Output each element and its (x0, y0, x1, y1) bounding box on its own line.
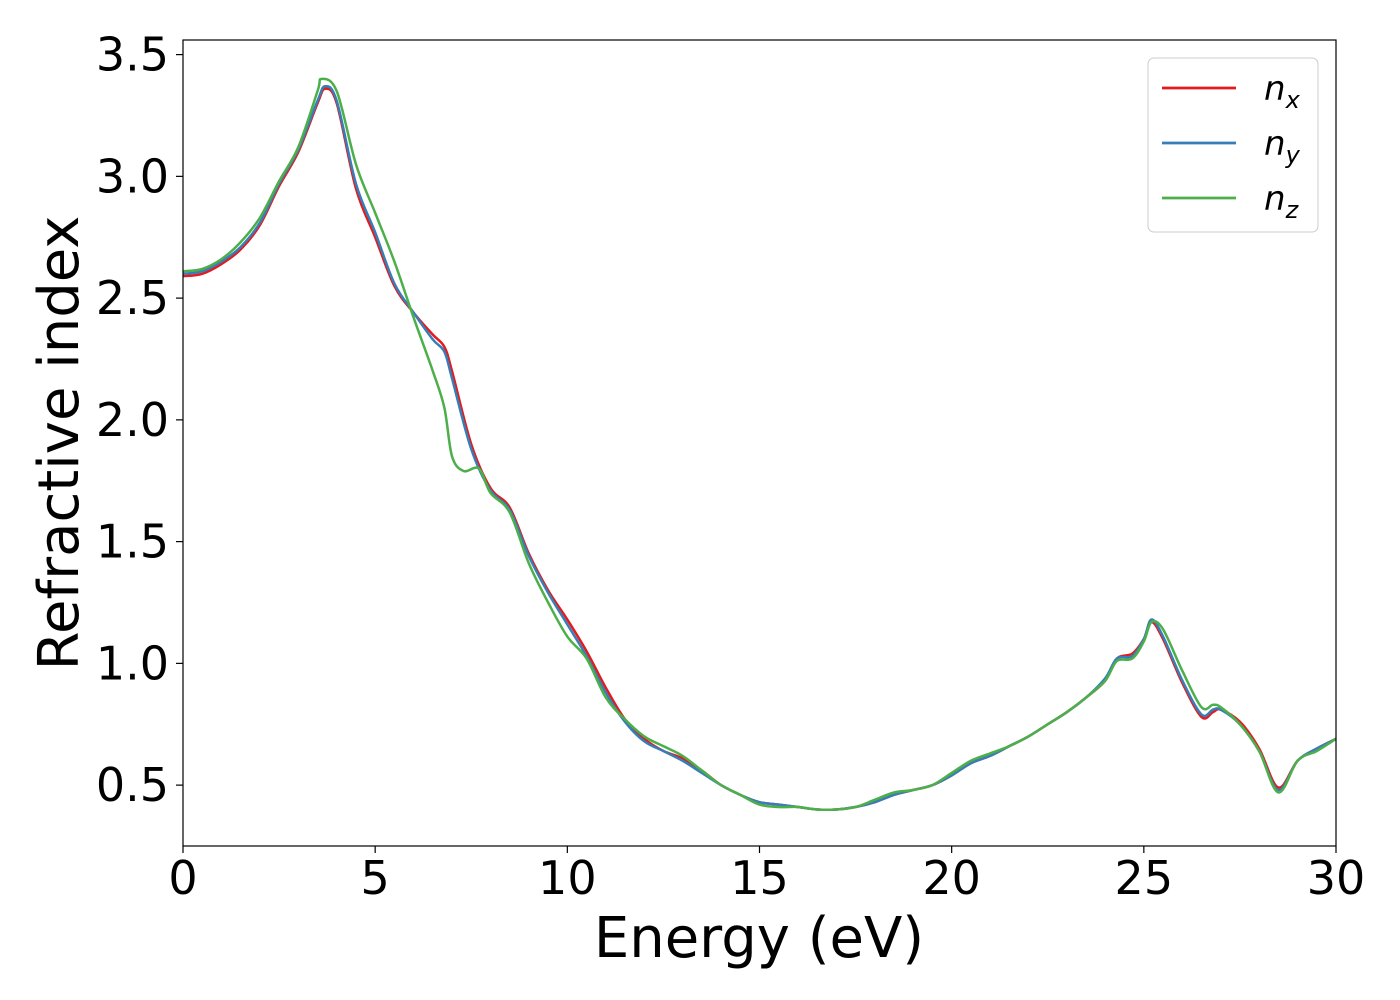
y-tick-label: 3.5 (96, 28, 169, 82)
x-axis-ticks: 0 5 10 15 20 25 30 (168, 846, 1365, 905)
x-tick-label: 15 (730, 851, 789, 905)
x-tick-label: 25 (1115, 851, 1174, 905)
y-tick-label: 0.5 (96, 758, 169, 812)
x-tick-label: 30 (1307, 851, 1366, 905)
series-line-nz (182, 77, 1337, 812)
y-tick-label: 2.0 (96, 393, 169, 447)
x-tick-label: 20 (922, 851, 981, 905)
legend-label-nx: nx (1264, 69, 1301, 114)
legend: nx ny nz (1147, 57, 1319, 233)
y-tick-label: 1.5 (96, 515, 169, 569)
y-axis-ticks: 0.5 1.0 1.5 2.0 2.5 3.0 3.5 (96, 28, 183, 812)
legend-box (1147, 57, 1319, 233)
series-line-ny (182, 84, 1337, 812)
legend-label-nz: nz (1264, 179, 1300, 224)
plot-lines (182, 77, 1337, 812)
x-tick-label: 5 (361, 851, 390, 905)
y-tick-label: 1.0 (96, 636, 169, 690)
x-tick-label: 10 (538, 851, 597, 905)
y-tick-label: 3.0 (96, 149, 169, 203)
y-tick-label: 2.5 (96, 271, 169, 325)
x-tick-label: 0 (168, 851, 197, 905)
y-axis-label: Refractive index (27, 216, 92, 671)
x-axis-label: Energy (eV) (594, 906, 924, 971)
legend-label-ny: ny (1264, 124, 1301, 169)
